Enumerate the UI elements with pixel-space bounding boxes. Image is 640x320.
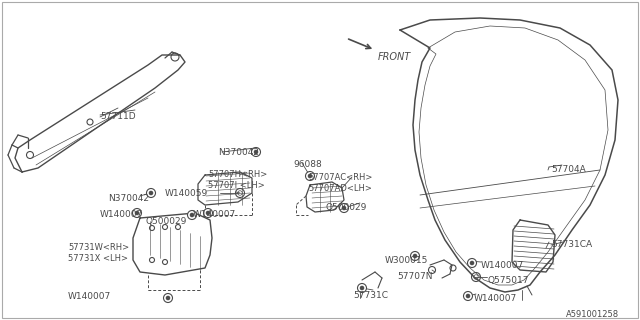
- Circle shape: [206, 211, 210, 215]
- Text: W300015: W300015: [385, 256, 428, 265]
- Text: W140007: W140007: [68, 292, 111, 301]
- Text: 57731C: 57731C: [353, 291, 388, 300]
- Text: 57707N: 57707N: [397, 272, 433, 281]
- Text: N370042: N370042: [108, 194, 149, 203]
- Circle shape: [467, 294, 470, 298]
- Circle shape: [254, 150, 258, 154]
- Circle shape: [342, 206, 346, 210]
- Text: N370042: N370042: [218, 148, 259, 157]
- Circle shape: [147, 188, 156, 197]
- Text: Q500029: Q500029: [145, 217, 186, 226]
- Text: 57707AD<LH>: 57707AD<LH>: [308, 184, 372, 193]
- Text: W140059: W140059: [165, 189, 208, 198]
- Circle shape: [190, 213, 194, 217]
- Text: FRONT: FRONT: [378, 52, 412, 62]
- Text: 57704A: 57704A: [551, 165, 586, 174]
- Text: W140007: W140007: [193, 210, 236, 219]
- Circle shape: [163, 293, 173, 302]
- Circle shape: [463, 292, 472, 300]
- Text: 57711D: 57711D: [100, 112, 136, 121]
- Circle shape: [305, 172, 314, 180]
- Circle shape: [339, 204, 349, 212]
- Text: 57731CA: 57731CA: [551, 240, 592, 249]
- Text: 57731W<RH>: 57731W<RH>: [68, 243, 129, 252]
- Circle shape: [132, 209, 141, 218]
- Circle shape: [308, 174, 312, 178]
- Circle shape: [188, 211, 196, 220]
- Circle shape: [149, 191, 153, 195]
- Text: 57707AC<RH>: 57707AC<RH>: [308, 173, 372, 182]
- Text: 57707H<RH>: 57707H<RH>: [208, 170, 268, 179]
- Text: 57731X <LH>: 57731X <LH>: [68, 254, 128, 263]
- Text: Q575017: Q575017: [487, 276, 529, 285]
- Text: W140007: W140007: [481, 261, 524, 270]
- Circle shape: [467, 259, 477, 268]
- Text: A591001258: A591001258: [566, 310, 619, 319]
- Circle shape: [413, 254, 417, 258]
- Circle shape: [204, 209, 212, 218]
- Text: 57707I <LH>: 57707I <LH>: [208, 181, 265, 190]
- Circle shape: [358, 284, 367, 292]
- Circle shape: [166, 296, 170, 300]
- Circle shape: [252, 148, 260, 156]
- Text: 96088: 96088: [293, 160, 322, 169]
- Text: W140007: W140007: [100, 210, 143, 219]
- Circle shape: [135, 211, 139, 215]
- Circle shape: [360, 286, 364, 290]
- Text: Q500029: Q500029: [325, 203, 366, 212]
- Text: W140007: W140007: [474, 294, 517, 303]
- Circle shape: [470, 261, 474, 265]
- Circle shape: [410, 252, 419, 260]
